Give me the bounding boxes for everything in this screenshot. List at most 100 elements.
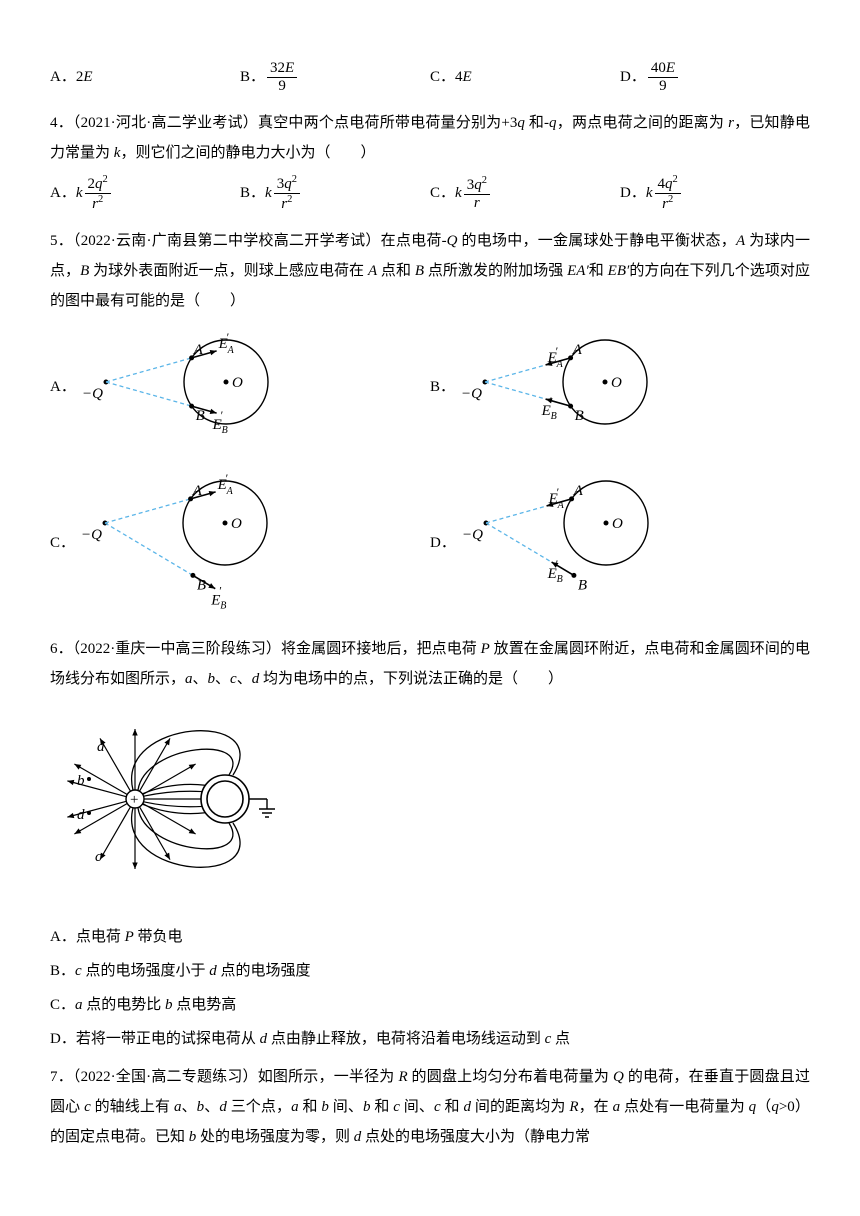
- q3-option-B[interactable]: B． 32E 9: [240, 60, 430, 94]
- t: 、: [193, 671, 208, 687]
- svg-text:A: A: [556, 500, 564, 511]
- svg-text:O: O: [231, 516, 242, 532]
- t: 点的电场强度小于: [82, 963, 210, 979]
- t: 间的距离均为: [471, 1099, 569, 1115]
- sym: d: [219, 1099, 227, 1115]
- opt-label: A．: [50, 929, 76, 945]
- sym: Q: [613, 1069, 624, 1085]
- t: 点的电势比: [83, 997, 166, 1013]
- E-symbol: E: [83, 62, 92, 92]
- opt-label: D．: [430, 528, 456, 558]
- q5-option-C[interactable]: C． O−QABEA′EB′: [50, 468, 430, 618]
- value: 4: [455, 62, 463, 92]
- svg-text:O: O: [611, 375, 622, 391]
- q4-option-D[interactable]: D． k 4q2 r2: [620, 174, 810, 212]
- t: 点: [551, 1031, 570, 1047]
- denominator: 9: [275, 78, 289, 95]
- svg-text:B: B: [575, 408, 584, 424]
- q3-options: A． 2E B． 32E 9 C． 4E D． 40E 9: [50, 60, 810, 94]
- q4-option-C[interactable]: C． k 3q2 r: [430, 174, 620, 212]
- q: q: [665, 176, 673, 192]
- q3-option-A[interactable]: A． 2E: [50, 60, 240, 94]
- q5-diagram-A: O−QABEA′EB′: [76, 322, 306, 452]
- q6-option-D[interactable]: D．若将一带正电的试探电荷从 d 点由静止释放，电荷将沿着电场线运动到 c 点: [50, 1024, 810, 1054]
- q4-option-B[interactable]: B． k 3q2 r2: [240, 174, 430, 212]
- q6-option-A[interactable]: A．点电荷 P 带负电: [50, 922, 810, 952]
- q6-field-diagram: +abcd: [50, 704, 290, 894]
- q7-stem: 7．（2022·全国·高二专题练习）如图所示，一半径为 R 的圆盘上均匀分布着电…: [50, 1062, 810, 1152]
- t: 点处的电场强度大小为（静电力常: [361, 1129, 590, 1145]
- t: 、: [237, 671, 252, 687]
- svg-text:A: A: [226, 345, 234, 356]
- t: 的圆盘上均匀分布着电荷量为: [408, 1069, 613, 1085]
- sym: A: [736, 233, 745, 249]
- sym: d: [209, 963, 217, 979]
- sym: A: [368, 263, 377, 279]
- svg-text:A: A: [572, 483, 583, 499]
- opt-label: B．: [240, 62, 265, 92]
- q6-option-B[interactable]: B．c 点的电场强度小于 d 点的电场强度: [50, 956, 810, 986]
- opt-label: D．: [50, 1031, 76, 1047]
- svg-text:′: ′: [556, 485, 559, 499]
- opt-label: C．: [50, 997, 75, 1013]
- t: ，在: [578, 1099, 612, 1115]
- sym-q: q: [549, 115, 557, 131]
- sym: d: [464, 1099, 472, 1115]
- k: k: [76, 178, 83, 208]
- opt-label: C．: [430, 62, 455, 92]
- opt-label: C．: [50, 528, 75, 558]
- fraction: 3q2 r2: [274, 174, 300, 212]
- opt-label: A．: [50, 178, 76, 208]
- exp: 2: [482, 175, 487, 186]
- t: 和: [370, 1099, 393, 1115]
- q5-option-A[interactable]: A． O−QABEA′EB′: [50, 322, 430, 452]
- svg-text:O: O: [232, 375, 243, 391]
- t: 、: [181, 1099, 196, 1115]
- q6-option-C[interactable]: C．a 点的电势比 b 点电势高: [50, 990, 810, 1020]
- sym: a: [185, 671, 193, 687]
- exp: 2: [673, 174, 678, 185]
- sym: c: [75, 963, 82, 979]
- q5-diagrams: A． O−QABEA′EB′ B． O−QABEA′EB′ C． O−QABEA…: [50, 322, 810, 618]
- sym: a: [75, 997, 83, 1013]
- svg-text:′: ′: [555, 557, 558, 571]
- opt-label: B．: [430, 372, 455, 402]
- opt-label: A．: [50, 62, 76, 92]
- sym: c: [84, 1099, 91, 1115]
- q5-option-B[interactable]: B． O−QABEA′EB′: [430, 322, 810, 452]
- sym: Q: [447, 233, 458, 249]
- q3-option-C[interactable]: C． 4E: [430, 60, 620, 94]
- t: 均为电场中的点，下列说法正确的是（ ）: [259, 671, 563, 687]
- sym: EA′: [567, 263, 589, 279]
- svg-text:′: ′: [556, 344, 559, 358]
- coef: 2: [88, 176, 96, 192]
- denominator: 9: [656, 78, 670, 95]
- exp: 2: [98, 194, 103, 205]
- t: 和: [299, 1099, 322, 1115]
- q3-option-D[interactable]: D． 40E 9: [620, 60, 810, 94]
- sym: a: [291, 1099, 299, 1115]
- sym: c: [230, 671, 237, 687]
- q6-stem: 6．（2022·重庆一中高三阶段练习）将金属圆环接地后，把点电荷 P 放置在金属…: [50, 634, 810, 694]
- svg-text:−Q: −Q: [81, 527, 102, 543]
- opt-label: B．: [50, 963, 75, 979]
- exp: 2: [292, 174, 297, 185]
- t: 7．（2022·全国·高二专题练习）如图所示，一半径为: [50, 1069, 398, 1085]
- sym: P: [481, 641, 490, 657]
- svg-text:−Q: −Q: [462, 527, 483, 543]
- numerator-E: E: [666, 60, 675, 76]
- q4-option-A[interactable]: A． k 2q2 r2: [50, 174, 240, 212]
- t: 的轴线上有: [91, 1099, 174, 1115]
- q5-option-D[interactable]: D． O−QABEA′EB′: [430, 468, 810, 618]
- t: 点的电场强度: [217, 963, 311, 979]
- svg-text:+: +: [130, 792, 138, 808]
- svg-text:B: B: [551, 411, 557, 422]
- k: k: [646, 178, 653, 208]
- k: k: [265, 178, 272, 208]
- t: 若将一带正电的试探电荷从: [76, 1031, 260, 1047]
- sym: P: [125, 929, 134, 945]
- t: 的电场中，一金属球处于静电平衡状态，: [457, 233, 736, 249]
- sym: b: [321, 1099, 329, 1115]
- r: r: [474, 195, 480, 211]
- q4-stem: 4．（2021·河北·高二学业考试）真空中两个点电荷所带电荷量分别为+3q 和-…: [50, 108, 810, 168]
